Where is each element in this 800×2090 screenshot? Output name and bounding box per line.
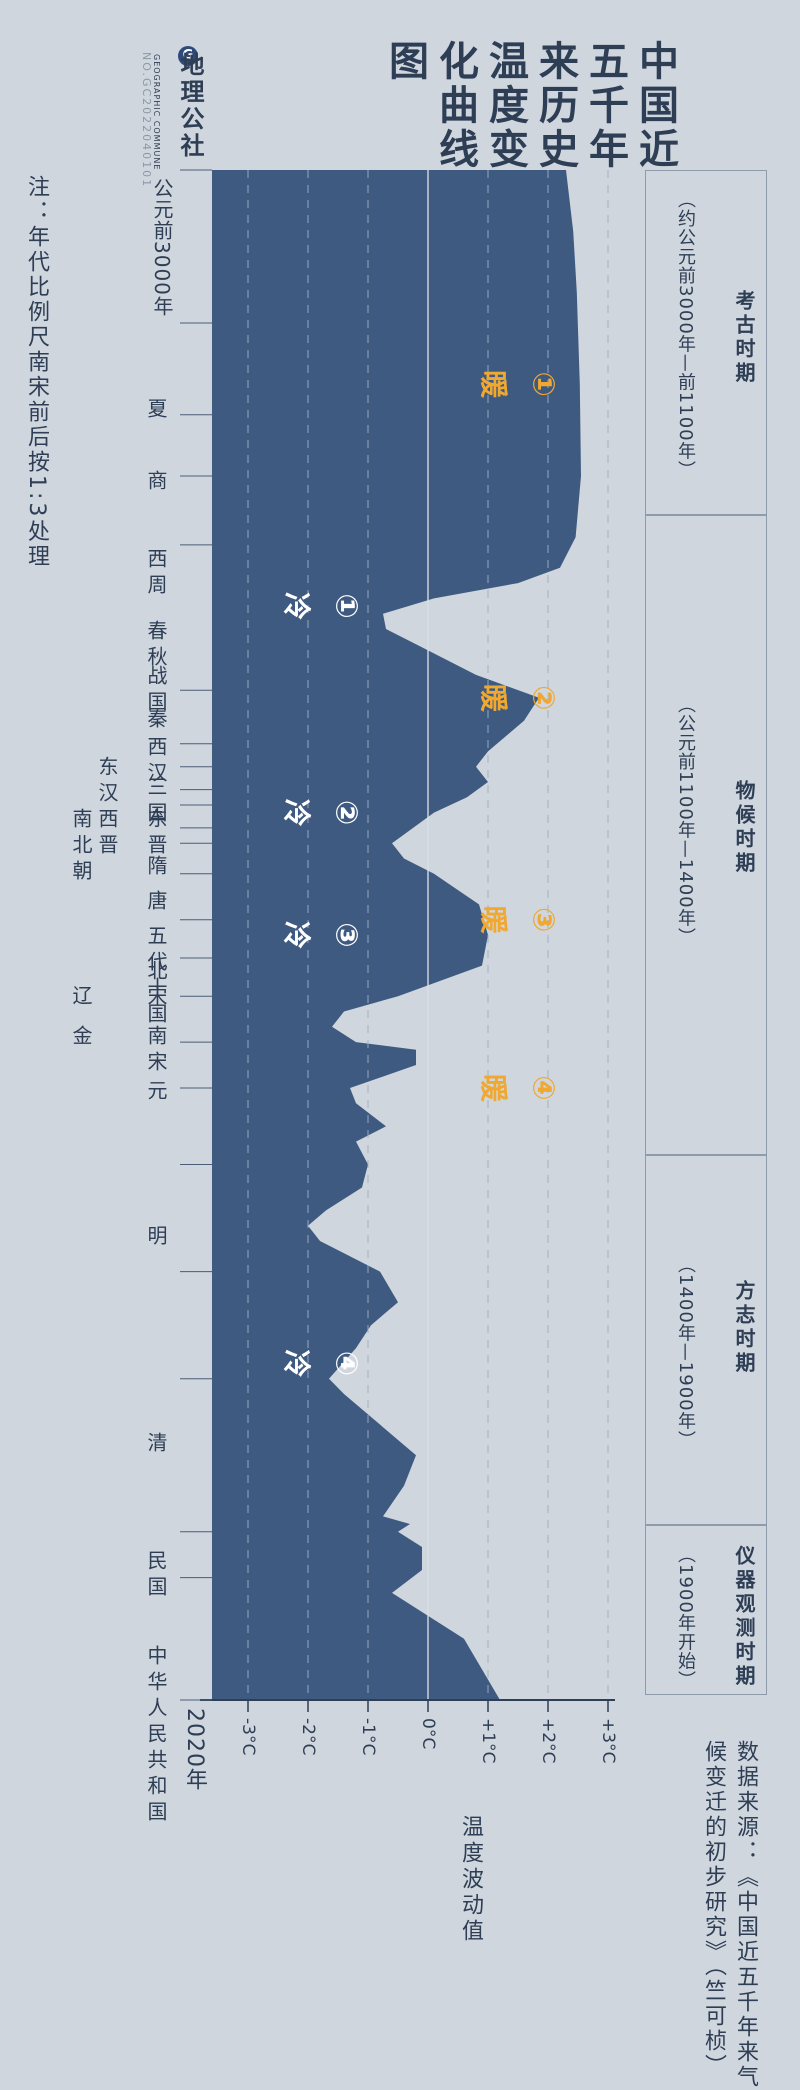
dynasty-label: 夏 bbox=[144, 398, 168, 424]
warm-period-number: ④ bbox=[526, 1075, 561, 1100]
warm-period-number: ① bbox=[526, 371, 561, 396]
temperature-axis-title: 温度波动值 bbox=[458, 1815, 483, 1945]
dynasty-label: 元 bbox=[144, 1080, 168, 1106]
cold-period-number: ④ bbox=[329, 1351, 364, 1376]
temperature-chart: -3°C -2°C -1°C 0°C +1°C +2°C +3°C①暖②暖③暖④暖①冷②冷③… bbox=[180, 169, 618, 1763]
dynasty-label: 东晋 bbox=[144, 808, 168, 860]
dynasty-label: 五代十国 bbox=[144, 925, 168, 1029]
period-box-instrumental bbox=[645, 1525, 767, 1695]
dynasty-label: 秦 bbox=[144, 708, 168, 734]
dynasty-label: 北宋 bbox=[144, 960, 168, 1012]
x-tick-label: 0°C bbox=[418, 1718, 438, 1749]
period-name: 考古时期 bbox=[732, 290, 756, 386]
cold-period-number: ② bbox=[329, 800, 364, 825]
cold-period-label: 冷 bbox=[280, 921, 313, 949]
period-box-gazetteer bbox=[645, 1155, 767, 1525]
start-year-label: 公元前3000年 bbox=[150, 178, 174, 317]
dynasty-label: 唐 bbox=[144, 890, 168, 916]
end-year-label: 2020年 bbox=[182, 1708, 207, 1791]
x-tick-label: -1°C bbox=[358, 1718, 378, 1755]
dynasty-label: 战国 bbox=[144, 665, 168, 717]
brand-english-name: GEOGRAPHIC COMMUNE bbox=[152, 54, 161, 171]
x-tick-label: -2°C bbox=[298, 1718, 318, 1755]
dynasty-label: 南北朝 bbox=[69, 808, 93, 886]
warm-period-label: 暖 bbox=[477, 906, 510, 935]
chart-title: 中国近 五千年 来历史 温度变 化曲线 图 bbox=[382, 40, 679, 172]
dynasty-label: 西汉 bbox=[144, 736, 168, 788]
cold-period-number: ① bbox=[329, 593, 364, 618]
dynasty-label: 西晋 bbox=[95, 808, 119, 860]
dynasty-label: 春秋 bbox=[144, 620, 168, 672]
dynasty-label: 西周 bbox=[144, 548, 168, 600]
period-name: 物候时期 bbox=[732, 780, 756, 876]
dynasty-label: 商 bbox=[144, 470, 168, 496]
warm-period-label: 暖 bbox=[477, 1074, 510, 1103]
dynasty-label: 三国 bbox=[144, 776, 168, 828]
footnote: 注：年代比例尺南宋前后按1:3处理 bbox=[24, 175, 49, 570]
cold-period-label: 冷 bbox=[280, 1349, 313, 1377]
period-box-phenological bbox=[645, 515, 767, 1155]
dynasty-label: 隋 bbox=[144, 855, 168, 881]
cold-period-label: 冷 bbox=[280, 592, 313, 620]
x-tick-label: +1°C bbox=[478, 1718, 498, 1763]
dynasty-label: 金 bbox=[69, 1025, 93, 1051]
infographic: 中国近 五千年 来历史 温度变 化曲线 图 G 地理公社 GEOGRAPHIC … bbox=[24, 40, 767, 2090]
cold-period-label: 冷 bbox=[280, 799, 313, 827]
dynasty-label: 中华人民共和国 bbox=[144, 1645, 168, 1827]
warm-period-number: ② bbox=[526, 685, 561, 710]
dynasty-label: 明 bbox=[144, 1225, 168, 1251]
dynasty-label: 清 bbox=[144, 1432, 168, 1458]
x-tick-label: +2°C bbox=[538, 1718, 558, 1763]
period-box-archaeological bbox=[645, 170, 767, 515]
dynasty-label: 东汉 bbox=[95, 756, 119, 808]
warm-period-number: ③ bbox=[526, 907, 561, 932]
period-name: 方志时期 bbox=[732, 1280, 756, 1376]
period-range: （公元前1100年—1400年） bbox=[675, 695, 696, 947]
dynasty-label: 民国 bbox=[144, 1550, 168, 1602]
warm-period-label: 暖 bbox=[477, 370, 510, 399]
period-name: 仪器观测时期 bbox=[732, 1545, 756, 1689]
period-range: （1400年—1900年） bbox=[675, 1255, 696, 1450]
cold-period-number: ③ bbox=[329, 922, 364, 947]
dynasty-label: 辽 bbox=[69, 985, 93, 1011]
period-range: （约公元前3000年—前1100年） bbox=[675, 190, 696, 480]
x-tick-label: -3°C bbox=[238, 1718, 258, 1755]
period-range: （1900年开始） bbox=[675, 1545, 696, 1690]
temperature-area bbox=[212, 170, 581, 1700]
warm-period-label: 暖 bbox=[477, 684, 510, 713]
dynasty-label: 南宋 bbox=[144, 1025, 168, 1077]
x-tick-label: +3°C bbox=[598, 1718, 618, 1763]
issue-number: NO.GC2022040101 bbox=[140, 52, 153, 189]
logo-icon: G bbox=[178, 46, 198, 66]
brand-name: 地理公社 bbox=[176, 52, 205, 160]
